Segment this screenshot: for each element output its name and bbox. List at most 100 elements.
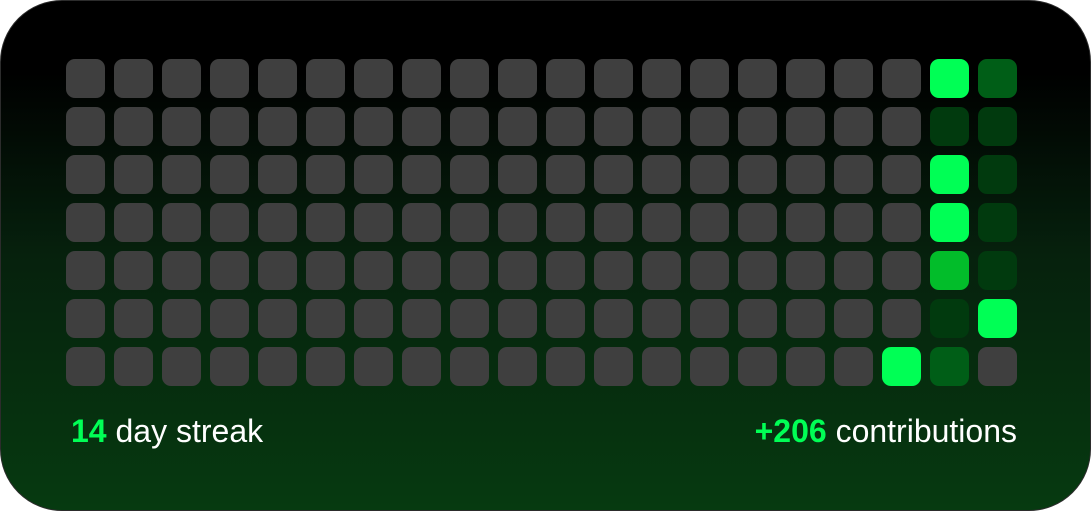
contribution-cell — [786, 59, 825, 98]
contribution-cell — [786, 299, 825, 338]
contribution-cell — [594, 347, 633, 386]
contribution-cell — [690, 347, 729, 386]
contribution-cell — [642, 203, 681, 242]
contribution-cell — [978, 203, 1017, 242]
contribution-cell — [834, 155, 873, 194]
contribution-cell — [66, 203, 105, 242]
contributions-label: contributions — [835, 413, 1017, 449]
contribution-cell — [450, 347, 489, 386]
contribution-cell — [450, 203, 489, 242]
contribution-cell — [258, 155, 297, 194]
contribution-cell — [834, 203, 873, 242]
contribution-cell — [306, 59, 345, 98]
contribution-cell — [210, 59, 249, 98]
contribution-cell — [546, 155, 585, 194]
contribution-cell — [834, 251, 873, 290]
contribution-cell — [306, 299, 345, 338]
contribution-cell — [210, 299, 249, 338]
contribution-cell — [834, 347, 873, 386]
contribution-cell — [642, 155, 681, 194]
contribution-cell — [498, 155, 537, 194]
contribution-cell — [114, 347, 153, 386]
contribution-cell — [402, 347, 441, 386]
contribution-cell — [930, 251, 969, 290]
contribution-cell — [882, 203, 921, 242]
contribution-cell — [210, 203, 249, 242]
contribution-cell — [930, 203, 969, 242]
contribution-cell — [882, 107, 921, 146]
contribution-cell — [258, 251, 297, 290]
contribution-cell — [162, 59, 201, 98]
contribution-cell — [306, 347, 345, 386]
contribution-cell — [738, 107, 777, 146]
contribution-cell — [354, 107, 393, 146]
contribution-cell — [594, 203, 633, 242]
contribution-cell — [354, 59, 393, 98]
contribution-cell — [882, 347, 921, 386]
contribution-cell — [498, 299, 537, 338]
contribution-cell — [642, 299, 681, 338]
contribution-cell — [402, 59, 441, 98]
contribution-cell — [594, 59, 633, 98]
contribution-cell — [546, 203, 585, 242]
contribution-cell — [786, 251, 825, 290]
contribution-cell — [306, 107, 345, 146]
contribution-cell — [162, 347, 201, 386]
contribution-cell — [498, 59, 537, 98]
contribution-cell — [930, 299, 969, 338]
contribution-cell — [66, 59, 105, 98]
contribution-cell — [882, 59, 921, 98]
contribution-cell — [882, 155, 921, 194]
contribution-cell — [594, 299, 633, 338]
contribution-cell — [834, 59, 873, 98]
contribution-cell — [114, 203, 153, 242]
contribution-cell — [642, 347, 681, 386]
contributions-count: +206 — [754, 413, 827, 449]
contribution-cell — [162, 299, 201, 338]
contribution-cell — [258, 347, 297, 386]
contribution-cell — [738, 155, 777, 194]
contribution-cell — [786, 155, 825, 194]
streak-label: day streak — [115, 413, 264, 449]
contribution-cell — [978, 107, 1017, 146]
contribution-cell — [738, 251, 777, 290]
contribution-cell — [114, 107, 153, 146]
contribution-cell — [690, 203, 729, 242]
contribution-cell — [402, 203, 441, 242]
contribution-cell — [354, 299, 393, 338]
contribution-cell — [978, 299, 1017, 338]
contribution-cell — [210, 251, 249, 290]
contribution-cell — [690, 107, 729, 146]
streak-count: 14 — [71, 413, 107, 449]
contribution-cell — [210, 107, 249, 146]
contribution-cell — [258, 107, 297, 146]
contribution-cell — [66, 155, 105, 194]
contribution-cell — [162, 155, 201, 194]
contribution-cell — [114, 59, 153, 98]
contribution-cell — [642, 107, 681, 146]
contribution-cell — [114, 251, 153, 290]
contribution-cell — [690, 59, 729, 98]
contribution-cell — [834, 299, 873, 338]
contribution-cell — [402, 251, 441, 290]
contribution-cell — [162, 251, 201, 290]
contribution-cell — [930, 347, 969, 386]
contribution-cell — [546, 347, 585, 386]
contribution-cell — [450, 299, 489, 338]
contribution-cell — [450, 107, 489, 146]
contribution-cell — [498, 203, 537, 242]
contribution-cell — [930, 107, 969, 146]
contribution-cell — [258, 299, 297, 338]
contribution-cell — [498, 107, 537, 146]
contribution-cell — [738, 59, 777, 98]
contribution-cell — [402, 155, 441, 194]
contribution-cell — [930, 155, 969, 194]
contribution-cell — [354, 251, 393, 290]
contribution-cell — [354, 347, 393, 386]
contribution-cell — [786, 203, 825, 242]
contribution-cell — [210, 347, 249, 386]
contribution-cell — [882, 251, 921, 290]
contribution-cell — [162, 203, 201, 242]
contribution-cell — [690, 251, 729, 290]
contribution-cell — [978, 59, 1017, 98]
